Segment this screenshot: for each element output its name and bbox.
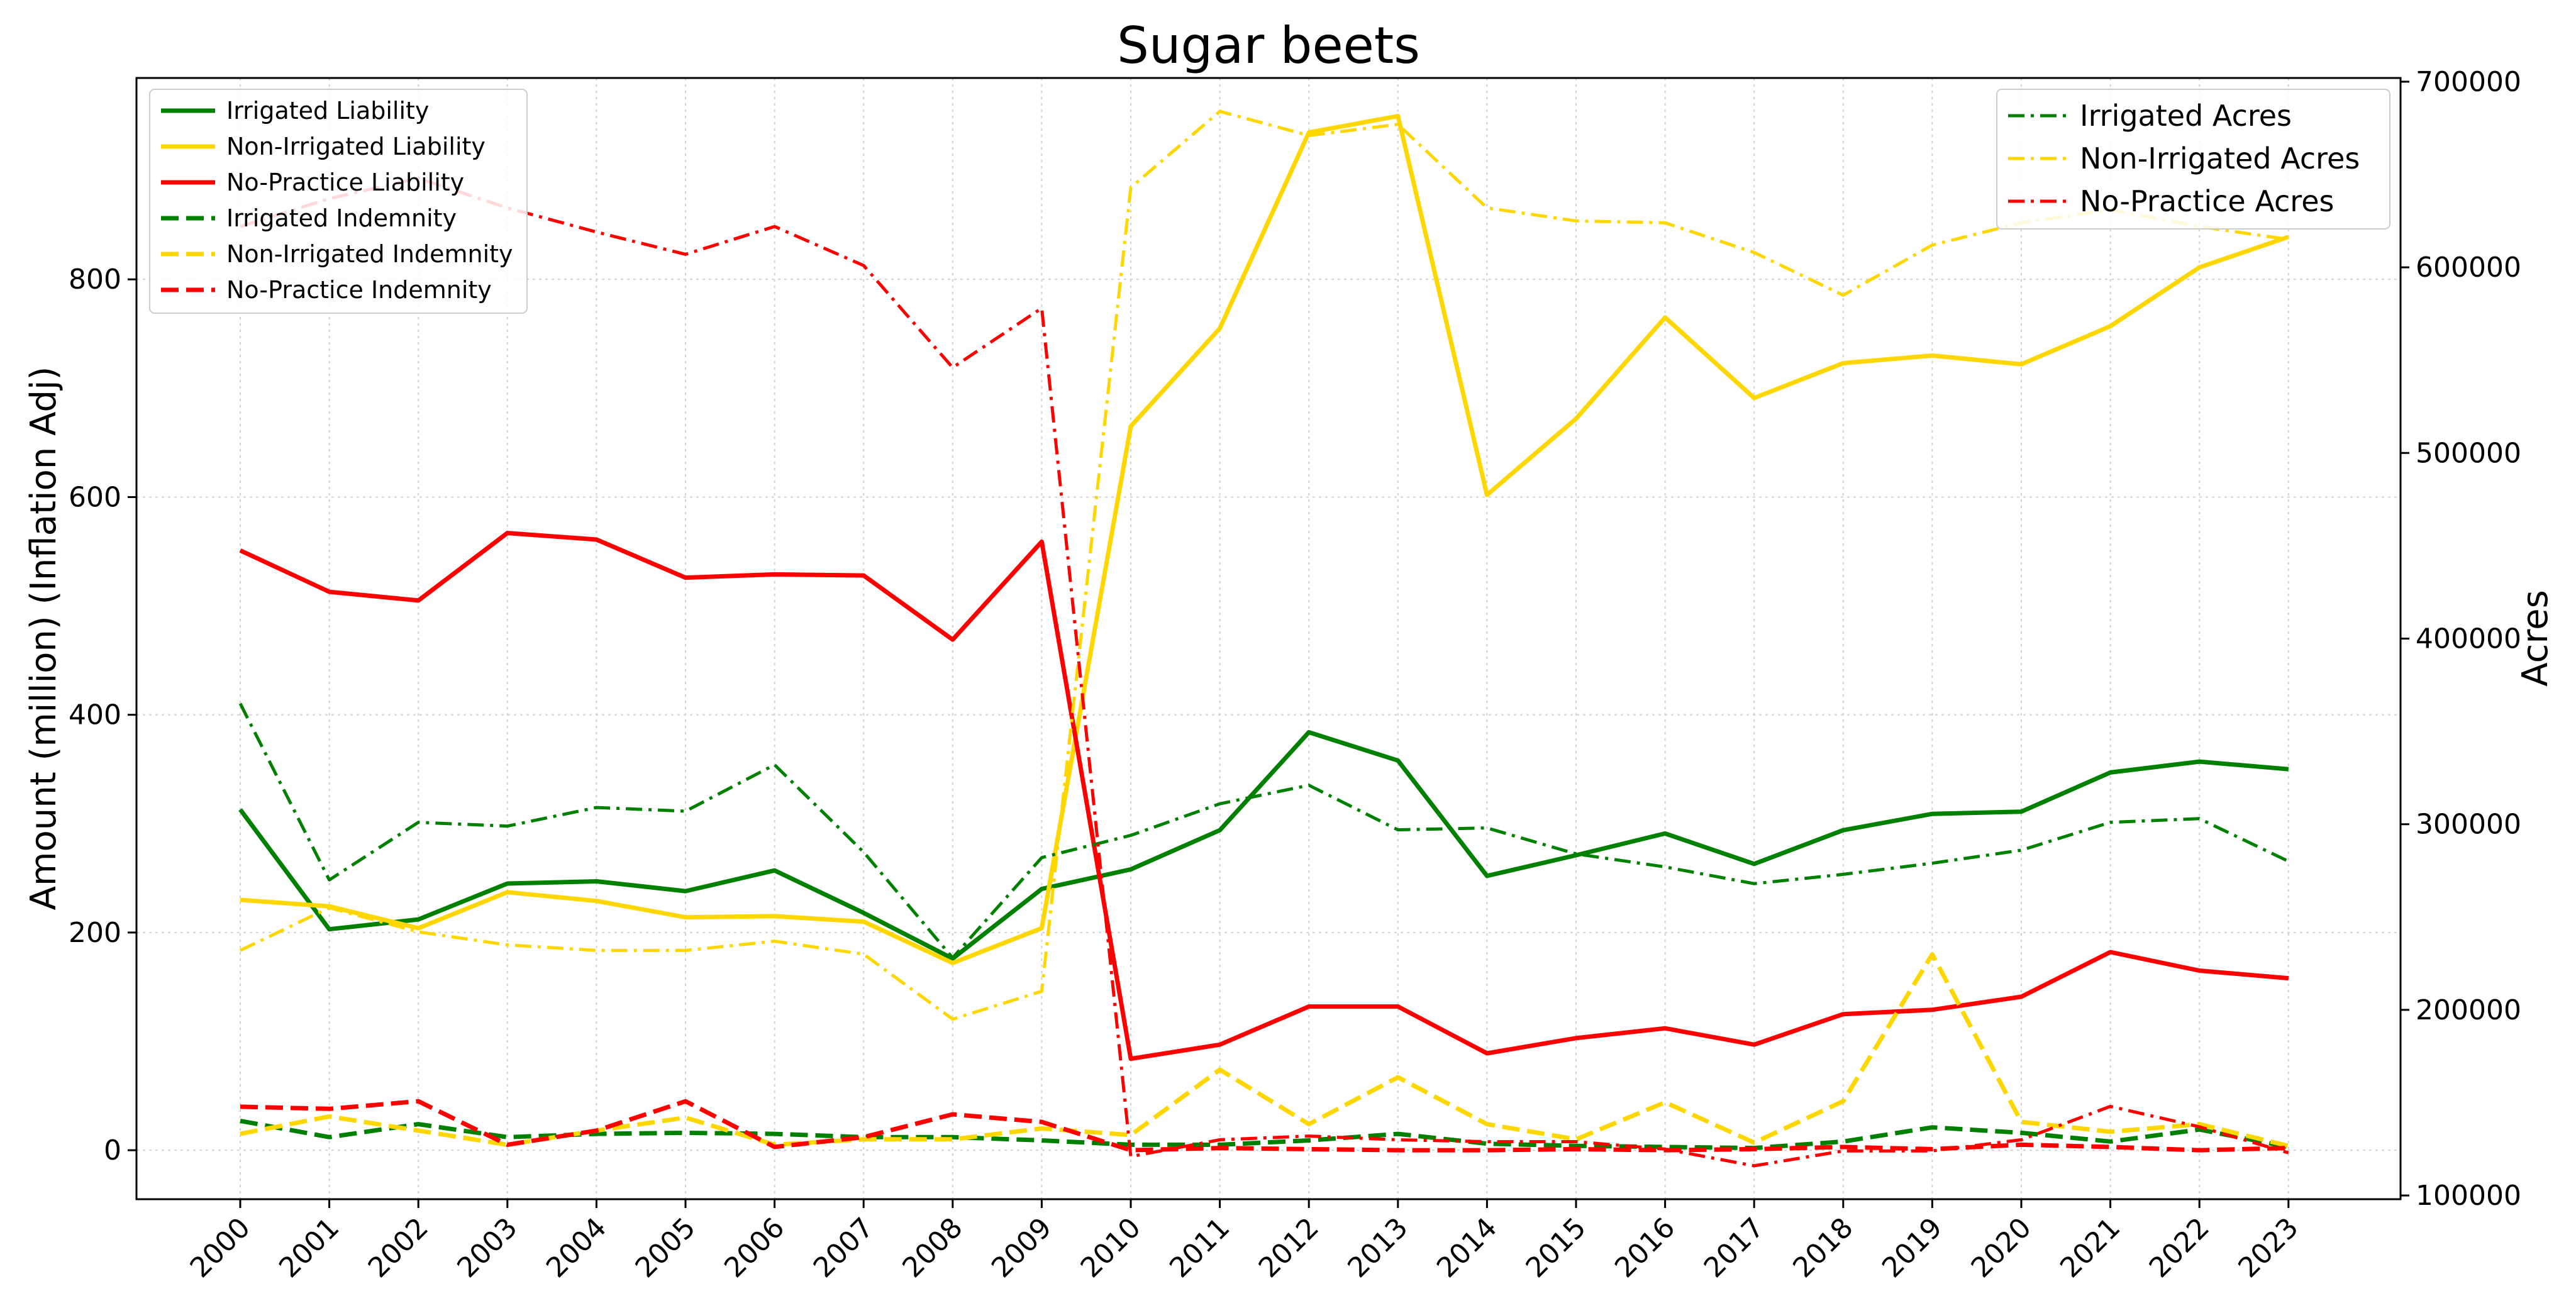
series-layer — [238, 109, 2289, 1168]
series-line-irrigated-indemnity — [240, 1118, 2289, 1151]
series-line-no-practice-acres — [240, 176, 2289, 1168]
legend-liability-indemnity: Irrigated Liability Non-Irrigated Liabili… — [149, 89, 528, 314]
grid — [136, 78, 2401, 1199]
y-axis-right: 100000 200000 300000 400000 500000 600000 7000… — [2401, 66, 2521, 1212]
legend-label: Non-Irrigated Indemnity — [226, 240, 513, 268]
y-tick-label-right: 400000 — [2416, 623, 2521, 655]
series-line-irrigated-acres — [238, 702, 2289, 960]
y-tick-label-right: 100000 — [2416, 1180, 2521, 1212]
legend-right-box — [1996, 89, 2390, 230]
legend-label: Non-Irrigated Liability — [226, 133, 486, 160]
y-tick-label-left: 0 — [104, 1134, 121, 1167]
y-axis-left: 0 200 400 600 800 — [69, 263, 136, 1167]
legend-left-box — [149, 89, 528, 314]
y-tick-label-left: 400 — [69, 699, 121, 731]
y-axis-label-right: Acres — [2515, 590, 2556, 687]
legend-label: Irrigated Indemnity — [226, 204, 457, 232]
y-tick-label-right: 200000 — [2416, 994, 2521, 1026]
y-tick-label-left: 600 — [69, 481, 121, 513]
chart-title: Sugar beets — [1117, 16, 1420, 75]
legend-acres: Irrigated Acres Non-Irrigated Acres No-Pra… — [1996, 89, 2390, 230]
y-tick-label-right: 300000 — [2416, 809, 2521, 841]
y-tick-label-left: 200 — [69, 917, 121, 949]
y-tick-label-right: 700000 — [2416, 66, 2521, 98]
y-axis-label-left: Amount (million) (Inflation Adj) — [23, 367, 64, 911]
legend-label: No-Practice Liability — [226, 169, 464, 196]
series-line-no-practice-liability — [239, 531, 2289, 1061]
series-line-non-irrigated-liability — [240, 114, 2289, 965]
series-line-non-irrigated-indemnity — [240, 952, 2289, 1148]
series-line-irrigated-liability — [238, 729, 2289, 961]
y-tick-label-right: 500000 — [2416, 437, 2521, 469]
series-line-non-irrigated-acres — [239, 109, 2289, 1021]
y-tick-label-right: 600000 — [2416, 252, 2521, 284]
y-tick-label-left: 800 — [69, 263, 121, 296]
legend-label: No-Practice Indemnity — [226, 276, 492, 304]
legend-label: Irrigated Liability — [226, 97, 429, 125]
legend-label: No-Practice Acres — [2080, 184, 2334, 218]
legend-label: Irrigated Acres — [2080, 99, 2292, 133]
legend-label: Non-Irrigated Acres — [2080, 141, 2360, 175]
